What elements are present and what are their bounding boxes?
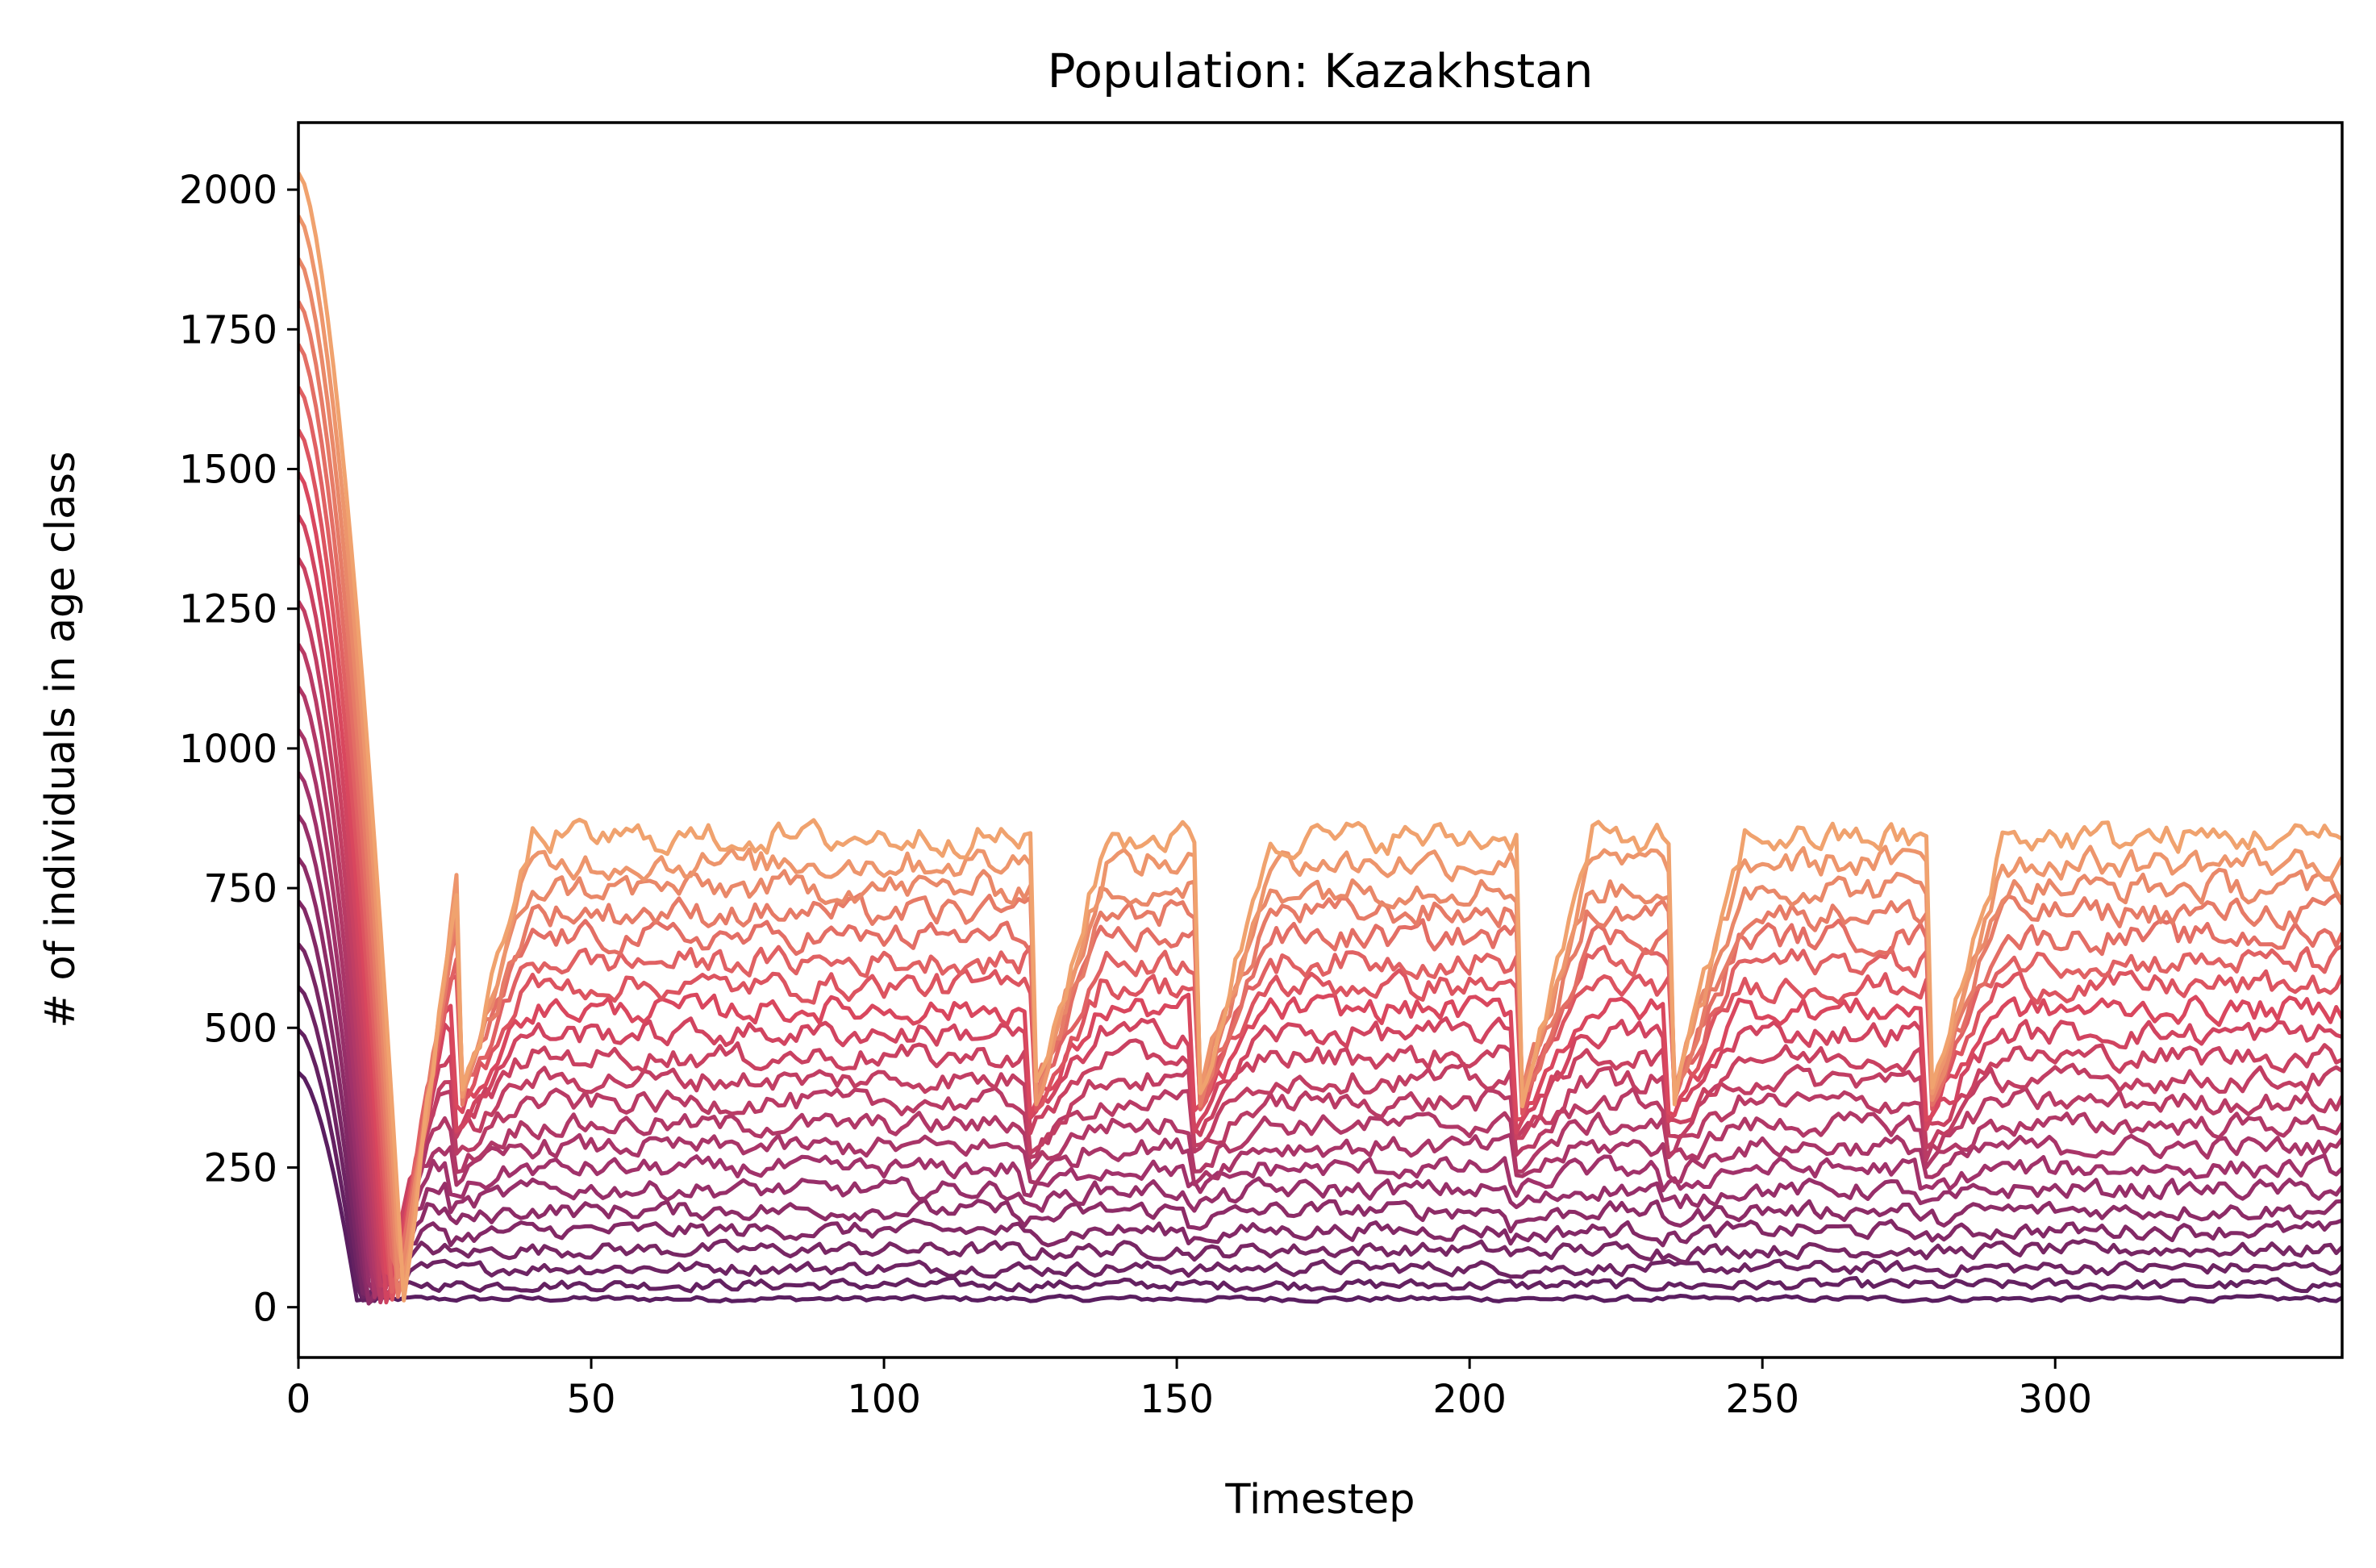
age-class-series-line xyxy=(298,942,2342,1299)
age-class-series-line xyxy=(298,257,2342,1280)
y-tick-label: 750 xyxy=(203,866,277,911)
age-class-series-line xyxy=(298,1070,2342,1304)
age-class-series-line xyxy=(298,771,2342,1294)
y-tick-label: 500 xyxy=(203,1006,277,1051)
x-tick-label: 50 xyxy=(566,1377,615,1422)
age-class-series-line xyxy=(298,1028,2342,1303)
x-tick-label: 150 xyxy=(1140,1377,1214,1422)
y-tick-label: 1000 xyxy=(179,727,277,772)
age-class-series-line xyxy=(298,814,2342,1295)
age-class-series-line xyxy=(298,343,2342,1275)
x-axis-label: Timestep xyxy=(1224,1476,1415,1524)
age-class-series-line xyxy=(298,686,2342,1303)
y-tick-label: 2000 xyxy=(179,168,277,213)
age-class-series-line xyxy=(298,985,2342,1299)
x-tick-label: 200 xyxy=(1432,1377,1507,1422)
y-axis-label: # of individuals in age class xyxy=(37,451,85,1028)
y-tick-label: 1500 xyxy=(179,448,277,493)
age-class-series-line xyxy=(298,557,2342,1290)
x-tick-label: 250 xyxy=(1725,1377,1799,1422)
age-class-series-line xyxy=(298,386,2342,1295)
age-class-series-line xyxy=(298,215,2342,1281)
x-tick-label: 300 xyxy=(2018,1377,2092,1422)
y-tick-label: 250 xyxy=(203,1145,277,1191)
age-class-series-line xyxy=(298,899,2342,1306)
y-tick-label: 0 xyxy=(252,1286,277,1331)
series-layer xyxy=(298,172,2342,1306)
y-tick-label: 1750 xyxy=(179,307,277,352)
age-class-series-line xyxy=(298,471,2342,1279)
age-class-series-line xyxy=(298,728,2342,1299)
age-class-series-line xyxy=(298,514,2342,1305)
age-class-series-line xyxy=(298,172,2342,1303)
age-class-series-line xyxy=(298,428,2342,1302)
age-class-series-line xyxy=(298,600,2342,1288)
y-axis-ticks: 0 250 500 750 1000 1250 1500 1750 2000 xyxy=(179,168,298,1331)
age-class-series-line xyxy=(298,643,2342,1305)
x-tick-label: 0 xyxy=(286,1377,311,1422)
y-tick-label: 1250 xyxy=(179,587,277,632)
plot-frame xyxy=(297,121,2344,1359)
chart-title: Population: Kazakhstan xyxy=(1048,44,1594,98)
x-tick-label: 100 xyxy=(847,1377,921,1422)
age-class-series-line xyxy=(298,857,2342,1306)
x-axis-ticks: 0 50 100 150 200 250 300 xyxy=(286,1357,2092,1422)
